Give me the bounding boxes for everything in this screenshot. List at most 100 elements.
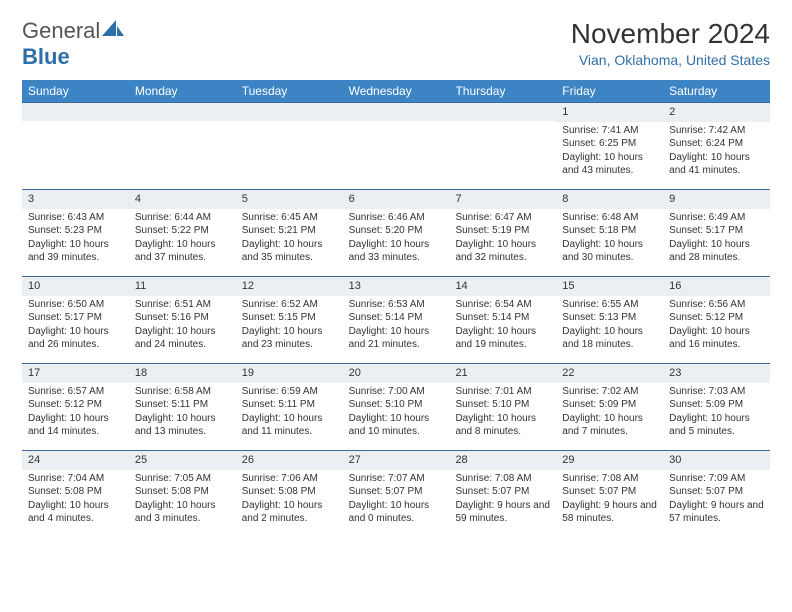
week-row: 3Sunrise: 6:43 AMSunset: 5:23 PMDaylight… <box>22 189 770 276</box>
day-body: Sunrise: 6:47 AMSunset: 5:19 PMDaylight:… <box>449 209 556 269</box>
day-number: 13 <box>343 277 450 296</box>
day-cell: 16Sunrise: 6:56 AMSunset: 5:12 PMDayligh… <box>663 277 770 363</box>
sunrise-text: Sunrise: 6:43 AM <box>28 211 123 225</box>
daylight-text: Daylight: 10 hours and 11 minutes. <box>242 412 337 439</box>
daylight-text: Daylight: 10 hours and 41 minutes. <box>669 151 764 178</box>
sunrise-text: Sunrise: 7:03 AM <box>669 385 764 399</box>
day-cell <box>22 103 129 189</box>
logo: General Blue <box>22 18 124 70</box>
sunrise-text: Sunrise: 6:48 AM <box>562 211 657 225</box>
sunrise-text: Sunrise: 6:50 AM <box>28 298 123 312</box>
logo-word-general: General <box>22 18 100 43</box>
day-body: Sunrise: 7:42 AMSunset: 6:24 PMDaylight:… <box>663 122 770 182</box>
sunrise-text: Sunrise: 7:09 AM <box>669 472 764 486</box>
day-cell: 21Sunrise: 7:01 AMSunset: 5:10 PMDayligh… <box>449 364 556 450</box>
day-number: 18 <box>129 364 236 383</box>
calendar-grid: SundayMondayTuesdayWednesdayThursdayFrid… <box>22 80 770 537</box>
sunset-text: Sunset: 5:18 PM <box>562 224 657 238</box>
day-body: Sunrise: 6:52 AMSunset: 5:15 PMDaylight:… <box>236 296 343 356</box>
day-cell: 28Sunrise: 7:08 AMSunset: 5:07 PMDayligh… <box>449 451 556 537</box>
sunrise-text: Sunrise: 7:05 AM <box>135 472 230 486</box>
day-cell: 3 Sunrise: 6:43 AMSunset: 5:23 PMDaylight… <box>22 190 129 276</box>
weeks-container: 1Sunrise: 7:41 AMSunset: 6:25 PMDaylight… <box>22 102 770 537</box>
sunset-text: Sunset: 5:10 PM <box>349 398 444 412</box>
weekday-header-row: SundayMondayTuesdayWednesdayThursdayFrid… <box>22 80 770 102</box>
week-row: 10Sunrise: 6:50 AMSunset: 5:17 PMDayligh… <box>22 276 770 363</box>
sunset-text: Sunset: 5:09 PM <box>562 398 657 412</box>
daylight-text: Daylight: 10 hours and 43 minutes. <box>562 151 657 178</box>
sunset-text: Sunset: 5:08 PM <box>135 485 230 499</box>
sunset-text: Sunset: 6:25 PM <box>562 137 657 151</box>
sunrise-text: Sunrise: 7:01 AM <box>455 385 550 399</box>
weekday-header: Tuesday <box>236 80 343 102</box>
daylight-text: Daylight: 10 hours and 5 minutes. <box>669 412 764 439</box>
sunrise-text: Sunrise: 6:52 AM <box>242 298 337 312</box>
daylight-text: Daylight: 10 hours and 13 minutes. <box>135 412 230 439</box>
day-cell: 29Sunrise: 7:08 AMSunset: 5:07 PMDayligh… <box>556 451 663 537</box>
daylight-text: Daylight: 10 hours and 39 minutes. <box>28 238 123 265</box>
day-body: Sunrise: 6:53 AMSunset: 5:14 PMDaylight:… <box>343 296 450 356</box>
day-body: Sunrise: 6:55 AMSunset: 5:13 PMDaylight:… <box>556 296 663 356</box>
daylight-text: Daylight: 10 hours and 10 minutes. <box>349 412 444 439</box>
logo-text: General Blue <box>22 18 124 70</box>
day-cell: 22Sunrise: 7:02 AMSunset: 5:09 PMDayligh… <box>556 364 663 450</box>
sunrise-text: Sunrise: 7:02 AM <box>562 385 657 399</box>
day-number: 30 <box>663 451 770 470</box>
sunrise-text: Sunrise: 6:59 AM <box>242 385 337 399</box>
day-number: 11 <box>129 277 236 296</box>
sunset-text: Sunset: 5:15 PM <box>242 311 337 325</box>
day-body: Sunrise: 6:50 AMSunset: 5:17 PMDaylight:… <box>22 296 129 356</box>
day-cell: 7Sunrise: 6:47 AMSunset: 5:19 PMDaylight… <box>449 190 556 276</box>
daylight-text: Daylight: 10 hours and 33 minutes. <box>349 238 444 265</box>
day-cell: 26Sunrise: 7:06 AMSunset: 5:08 PMDayligh… <box>236 451 343 537</box>
day-body: Sunrise: 6:45 AMSunset: 5:21 PMDaylight:… <box>236 209 343 269</box>
daylight-text: Daylight: 10 hours and 19 minutes. <box>455 325 550 352</box>
sunset-text: Sunset: 5:17 PM <box>28 311 123 325</box>
weekday-header: Friday <box>556 80 663 102</box>
day-number: 4 <box>129 190 236 209</box>
day-number: 16 <box>663 277 770 296</box>
sunset-text: Sunset: 5:19 PM <box>455 224 550 238</box>
day-number <box>236 103 343 121</box>
daylight-text: Daylight: 9 hours and 59 minutes. <box>455 499 550 526</box>
sunrise-text: Sunrise: 7:00 AM <box>349 385 444 399</box>
sunrise-text: Sunrise: 6:53 AM <box>349 298 444 312</box>
day-body: Sunrise: 6:44 AMSunset: 5:22 PMDaylight:… <box>129 209 236 269</box>
day-number: 6 <box>343 190 450 209</box>
day-body: Sunrise: 6:48 AMSunset: 5:18 PMDaylight:… <box>556 209 663 269</box>
day-cell <box>343 103 450 189</box>
day-number: 5 <box>236 190 343 209</box>
day-body: Sunrise: 6:51 AMSunset: 5:16 PMDaylight:… <box>129 296 236 356</box>
day-body: Sunrise: 6:59 AMSunset: 5:11 PMDaylight:… <box>236 383 343 443</box>
daylight-text: Daylight: 10 hours and 21 minutes. <box>349 325 444 352</box>
day-number <box>343 103 450 121</box>
day-number: 3 <box>22 190 129 209</box>
day-cell <box>129 103 236 189</box>
day-body: Sunrise: 7:05 AMSunset: 5:08 PMDaylight:… <box>129 470 236 530</box>
sunset-text: Sunset: 5:14 PM <box>455 311 550 325</box>
weekday-header: Thursday <box>449 80 556 102</box>
day-cell: 11Sunrise: 6:51 AMSunset: 5:16 PMDayligh… <box>129 277 236 363</box>
weekday-header: Sunday <box>22 80 129 102</box>
week-row: 1Sunrise: 7:41 AMSunset: 6:25 PMDaylight… <box>22 102 770 189</box>
day-body: Sunrise: 6:46 AMSunset: 5:20 PMDaylight:… <box>343 209 450 269</box>
day-cell: 12Sunrise: 6:52 AMSunset: 5:15 PMDayligh… <box>236 277 343 363</box>
day-body: Sunrise: 7:03 AMSunset: 5:09 PMDaylight:… <box>663 383 770 443</box>
sunset-text: Sunset: 5:07 PM <box>669 485 764 499</box>
sunset-text: Sunset: 5:11 PM <box>242 398 337 412</box>
daylight-text: Daylight: 10 hours and 2 minutes. <box>242 499 337 526</box>
sunrise-text: Sunrise: 6:47 AM <box>455 211 550 225</box>
sunset-text: Sunset: 5:09 PM <box>669 398 764 412</box>
sunset-text: Sunset: 5:07 PM <box>562 485 657 499</box>
sunset-text: Sunset: 5:20 PM <box>349 224 444 238</box>
sunset-text: Sunset: 5:23 PM <box>28 224 123 238</box>
day-body: Sunrise: 7:08 AMSunset: 5:07 PMDaylight:… <box>449 470 556 530</box>
sunrise-text: Sunrise: 7:07 AM <box>349 472 444 486</box>
sunrise-text: Sunrise: 7:06 AM <box>242 472 337 486</box>
day-body: Sunrise: 7:00 AMSunset: 5:10 PMDaylight:… <box>343 383 450 443</box>
daylight-text: Daylight: 10 hours and 23 minutes. <box>242 325 337 352</box>
header-row: General Blue November 2024 Vian, Oklahom… <box>22 18 770 70</box>
day-body: Sunrise: 7:07 AMSunset: 5:07 PMDaylight:… <box>343 470 450 530</box>
sunset-text: Sunset: 5:07 PM <box>349 485 444 499</box>
day-number: 2 <box>663 103 770 122</box>
